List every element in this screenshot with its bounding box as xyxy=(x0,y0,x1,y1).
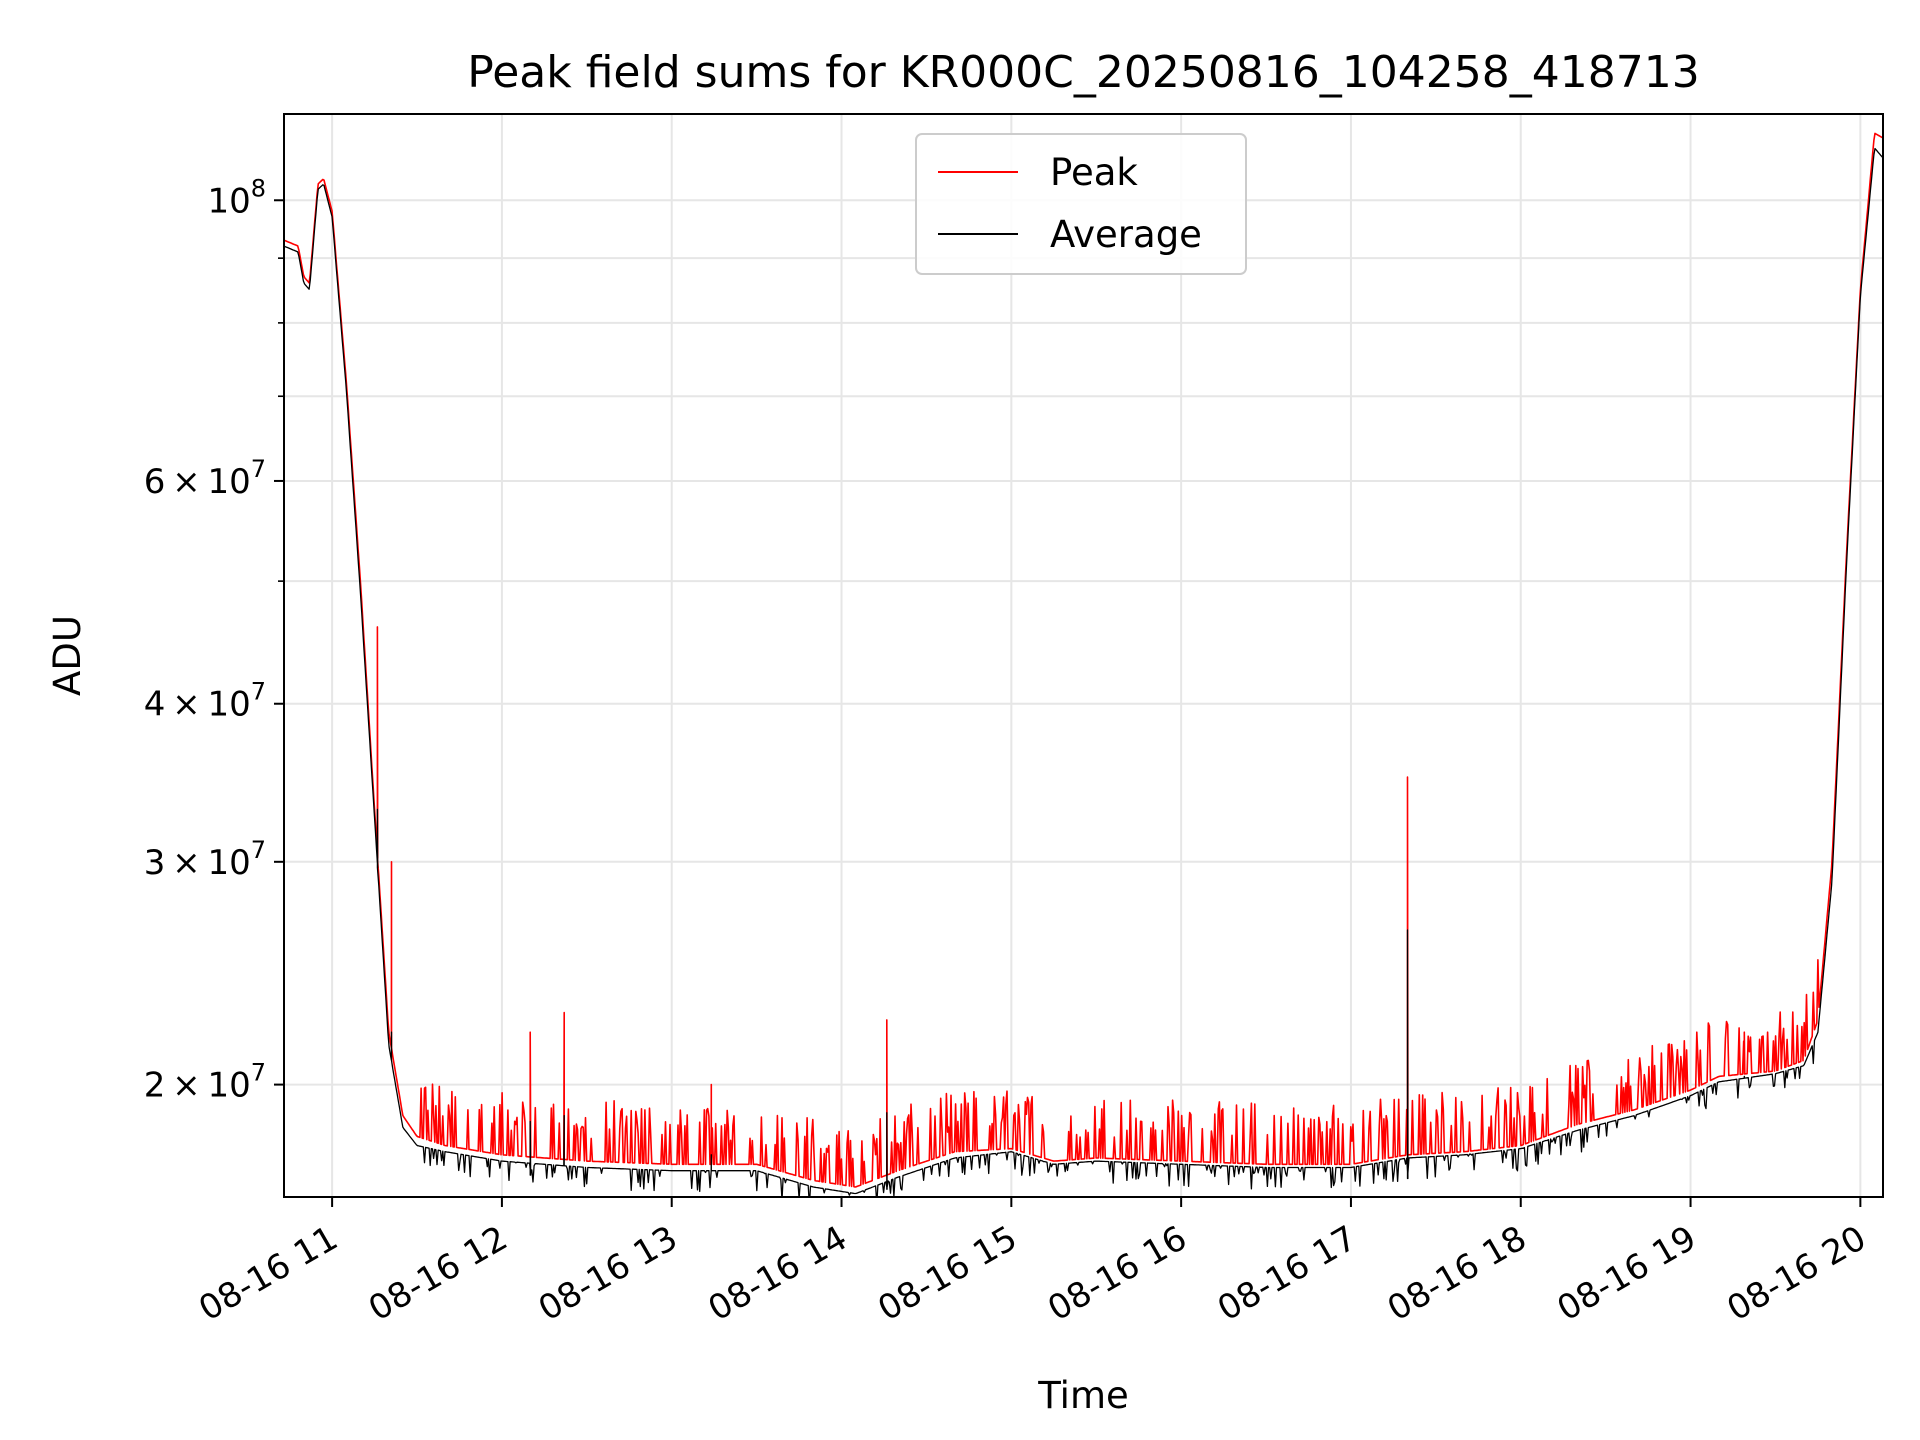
series-layer xyxy=(284,132,1883,1197)
y-tick-label: 4 × 107 xyxy=(144,678,266,725)
y-tick-label: 108 xyxy=(207,174,266,221)
y-tick-label: 6 × 107 xyxy=(144,455,266,502)
x-axis-label: Time xyxy=(1037,1374,1129,1417)
series-line-average xyxy=(284,147,1883,1197)
plot-frame xyxy=(283,113,1884,1198)
legend-box xyxy=(915,133,1247,275)
legend: Peak Average xyxy=(915,133,1247,275)
y-axis-label: ADU xyxy=(46,615,89,696)
y-tick-label: 2 × 107 xyxy=(144,1059,266,1106)
y-tick-label: 3 × 107 xyxy=(144,836,266,883)
legend-label-peak: Peak xyxy=(1050,151,1138,194)
series-line-peak xyxy=(284,132,1883,1188)
chart-title: Peak field sums for KR000C_20250816_1042… xyxy=(467,47,1699,98)
legend-label-average: Average xyxy=(1050,213,1202,256)
